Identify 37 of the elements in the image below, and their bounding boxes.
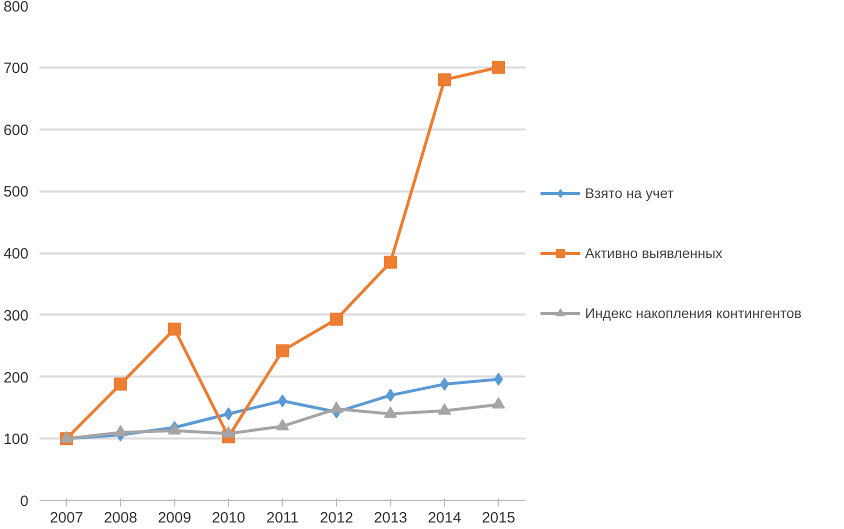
- y-tick-label: 600: [3, 122, 29, 139]
- x-tick-label: 2012: [320, 510, 354, 526]
- point: [492, 397, 505, 409]
- y-tick-label: 200: [3, 369, 29, 386]
- y-tick-label: 100: [3, 431, 29, 448]
- legend-label: Активно выявленных: [585, 244, 722, 260]
- y-tick-label: 800: [3, 0, 29, 16]
- x-tick-label: 2014: [428, 510, 462, 526]
- point: [384, 406, 397, 418]
- point: [438, 403, 451, 415]
- point: [222, 426, 235, 438]
- x-tick-label: 2011: [266, 510, 299, 526]
- point: [276, 418, 289, 430]
- x-tick-label: 2009: [158, 510, 192, 526]
- y-tick-label: 400: [3, 246, 29, 262]
- y-tick-label: 700: [3, 60, 29, 77]
- legend-label: Взято на учет: [585, 184, 674, 200]
- y-tick-label: 300: [3, 307, 29, 324]
- y-tick-label: 500: [3, 184, 29, 201]
- point: [276, 344, 289, 358]
- point: [330, 312, 343, 326]
- point: [168, 423, 181, 435]
- point: [492, 60, 505, 74]
- legend-label: Индекс накопления контингентов: [585, 304, 802, 320]
- point: [114, 425, 127, 436]
- point: [168, 322, 181, 336]
- x-tick-label: 2007: [50, 510, 84, 526]
- x-tick-label: 2013: [374, 510, 408, 526]
- point: [114, 378, 127, 391]
- x-tick-label: 2010: [212, 510, 246, 526]
- point: [330, 401, 343, 413]
- point: [384, 256, 397, 269]
- y-tick-label: 0: [20, 493, 28, 510]
- point: [60, 431, 73, 443]
- point: [438, 73, 451, 86]
- x-tick-label: 2008: [104, 510, 138, 526]
- x-tick-label: 2015: [482, 510, 516, 526]
